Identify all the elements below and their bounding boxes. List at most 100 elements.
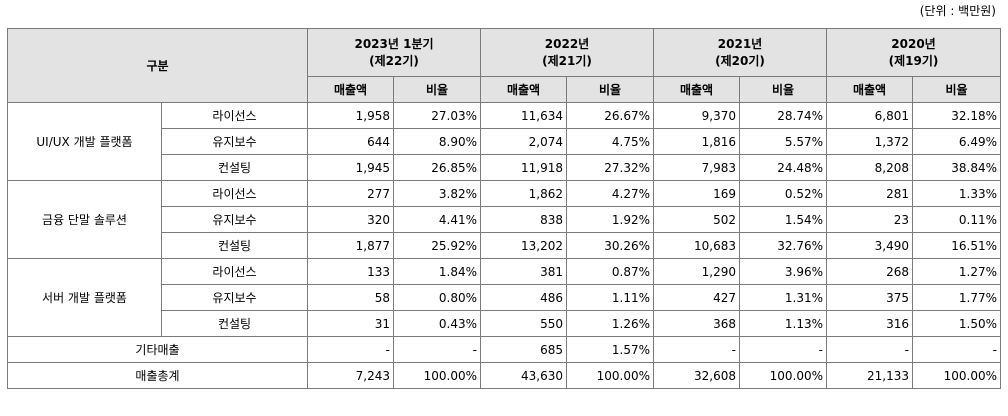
item-name: 컨설팅 <box>161 154 308 181</box>
sales-cell: 550 <box>480 310 568 337</box>
period-term: (제21기) <box>542 53 592 68</box>
group-name: UI/UX 개발 플랫폼 <box>7 102 162 181</box>
sales-cell: 685 <box>480 336 568 363</box>
ratio-cell: 1.33% <box>912 180 1002 207</box>
ratio-cell: 100.00% <box>566 362 655 389</box>
sales-cell: 3,490 <box>826 232 914 259</box>
sales-cell: 7,983 <box>653 154 741 181</box>
ratio-cell: 1.31% <box>739 284 828 311</box>
item-name: 컨설팅 <box>161 232 308 259</box>
sales-cell: 368 <box>653 310 741 337</box>
ratio-cell: 24.48% <box>739 154 828 181</box>
sales-cell: 281 <box>826 180 914 207</box>
period-term: (제19기) <box>888 53 939 68</box>
ratio-cell: 1.77% <box>912 284 1002 311</box>
header-row-periods: 구분 2023년 1분기 (제22기) 2022년 (제21기) 2021년 (제20… <box>7 28 1002 103</box>
sales-cell: 23 <box>826 206 914 233</box>
ratio-cell: 26.67% <box>566 102 655 129</box>
header-row-metrics: 매출액 비율 매출액 비율 매출액 비율 매출액 비율 <box>8 76 1002 103</box>
ratio-cell: 100.00% <box>739 362 828 389</box>
ratio-cell: 1.26% <box>566 310 655 337</box>
sales-cell: 316 <box>826 310 914 337</box>
table-row: 컨설팅 31 0.43% 550 1.26% 368 1.13% 316 1.50% <box>8 310 1002 337</box>
sales-cell: 1,290 <box>653 258 741 285</box>
ratio-cell: 0.43% <box>392 310 482 337</box>
sales-cell: 7,243 <box>307 362 394 389</box>
table-row: 서버 개발 플랫폼 라이선스 133 1.84% 381 0.87% 1,290 3.96% 2… <box>7 258 1002 337</box>
sales-cell: 21,133 <box>826 362 914 389</box>
item-name: 유지보수 <box>161 128 308 155</box>
sales-cell: 644 <box>307 128 394 155</box>
sales-cell: 43,630 <box>480 362 568 389</box>
ratio-cell: 1.54% <box>739 206 828 233</box>
sales-cell: 268 <box>826 258 914 285</box>
ratio-cell: - <box>912 336 1002 363</box>
table-row: 유지보수 58 0.80% 486 1.11% 427 1.31% 375 1.77% <box>8 284 1002 311</box>
ratio-cell: 4.27% <box>566 180 655 207</box>
header-ratio: 비율 <box>739 76 828 103</box>
sales-cell: 10,683 <box>653 232 741 259</box>
ratio-cell: 30.26% <box>566 232 655 259</box>
sales-cell: 58 <box>307 284 394 311</box>
sales-cell: 1,945 <box>307 154 394 181</box>
ratio-cell: 28.74% <box>739 102 828 129</box>
sales-cell: 2,074 <box>480 128 568 155</box>
header-category: 구분 <box>7 28 308 103</box>
sales-cell: 9,370 <box>653 102 741 129</box>
header-sales: 매출액 <box>307 76 394 103</box>
ratio-cell: 5.57% <box>739 128 828 155</box>
ratio-cell: 4.41% <box>392 206 482 233</box>
unit-label: (단위 : 백만원) <box>919 4 996 18</box>
period-year: 2023년 1분기 <box>354 36 434 51</box>
sales-cell: 11,634 <box>480 102 568 129</box>
header-sales: 매출액 <box>480 76 568 103</box>
group-name: 금융 단말 솔루션 <box>7 180 162 259</box>
header-ratio: 비율 <box>912 76 1002 103</box>
sales-cell: - <box>653 336 741 363</box>
sales-cell: 1,877 <box>307 232 394 259</box>
ratio-cell: 1.84% <box>392 258 482 285</box>
sales-cell: 1,372 <box>826 128 914 155</box>
sales-cell: 1,862 <box>480 180 568 207</box>
ratio-cell: 3.96% <box>739 258 828 285</box>
period-year: 2021년 <box>717 36 763 51</box>
header-ratio: 비율 <box>392 76 482 103</box>
header-period: 2021년 (제20기) <box>653 28 828 77</box>
sales-cell: 11,918 <box>480 154 568 181</box>
item-name: 라이선스 <box>161 102 308 129</box>
sales-cell: 427 <box>653 284 741 311</box>
ratio-cell: 3.82% <box>392 180 482 207</box>
sales-cell: 169 <box>653 180 741 207</box>
table-row: 컨설팅 1,945 26.85% 11,918 27.32% 7,983 24.48% 8,2… <box>8 154 1002 181</box>
ratio-cell: 27.03% <box>392 102 482 129</box>
ratio-cell: 6.49% <box>912 128 1002 155</box>
ratio-cell: 38.84% <box>912 154 1002 181</box>
period-term: (제22기) <box>369 53 419 68</box>
ratio-cell: 16.51% <box>912 232 1002 259</box>
header-period: 2022년 (제21기) <box>480 28 655 77</box>
ratio-cell: 25.92% <box>392 232 482 259</box>
header-sales: 매출액 <box>826 76 914 103</box>
ratio-cell: 4.75% <box>566 128 655 155</box>
sales-cell: 375 <box>826 284 914 311</box>
ratio-cell: 26.85% <box>392 154 482 181</box>
table-row: 유지보수 644 8.90% 2,074 4.75% 1,816 5.57% 1,372 6.4… <box>8 128 1002 155</box>
header-period: 2023년 1분기 (제22기) <box>306 28 482 77</box>
ratio-cell: 1.92% <box>566 206 655 233</box>
sales-cell: 320 <box>307 206 394 233</box>
item-name: 유지보수 <box>161 284 308 311</box>
sales-cell: - <box>307 336 394 363</box>
item-name: 컨설팅 <box>161 310 308 337</box>
ratio-cell: 1.57% <box>566 336 655 363</box>
item-name: 라이선스 <box>161 180 308 207</box>
sales-cell: - <box>826 336 914 363</box>
item-name: 유지보수 <box>161 206 308 233</box>
sales-cell: 502 <box>653 206 741 233</box>
ratio-cell: 100.00% <box>912 362 1002 389</box>
sales-cell: 8,208 <box>826 154 914 181</box>
table-row: 금융 단말 솔루션 라이선스 277 3.82% 1,862 4.27% 169 0.52% 2… <box>7 180 1002 259</box>
sales-table: 구분 2023년 1분기 (제22기) 2022년 (제21기) 2021년 (제20… <box>7 28 1002 389</box>
other-sales-row: 기타매출 - -685 1.57% - - - - <box>7 336 1002 363</box>
sales-cell: 277 <box>307 180 394 207</box>
period-year: 2020년 <box>891 36 936 51</box>
